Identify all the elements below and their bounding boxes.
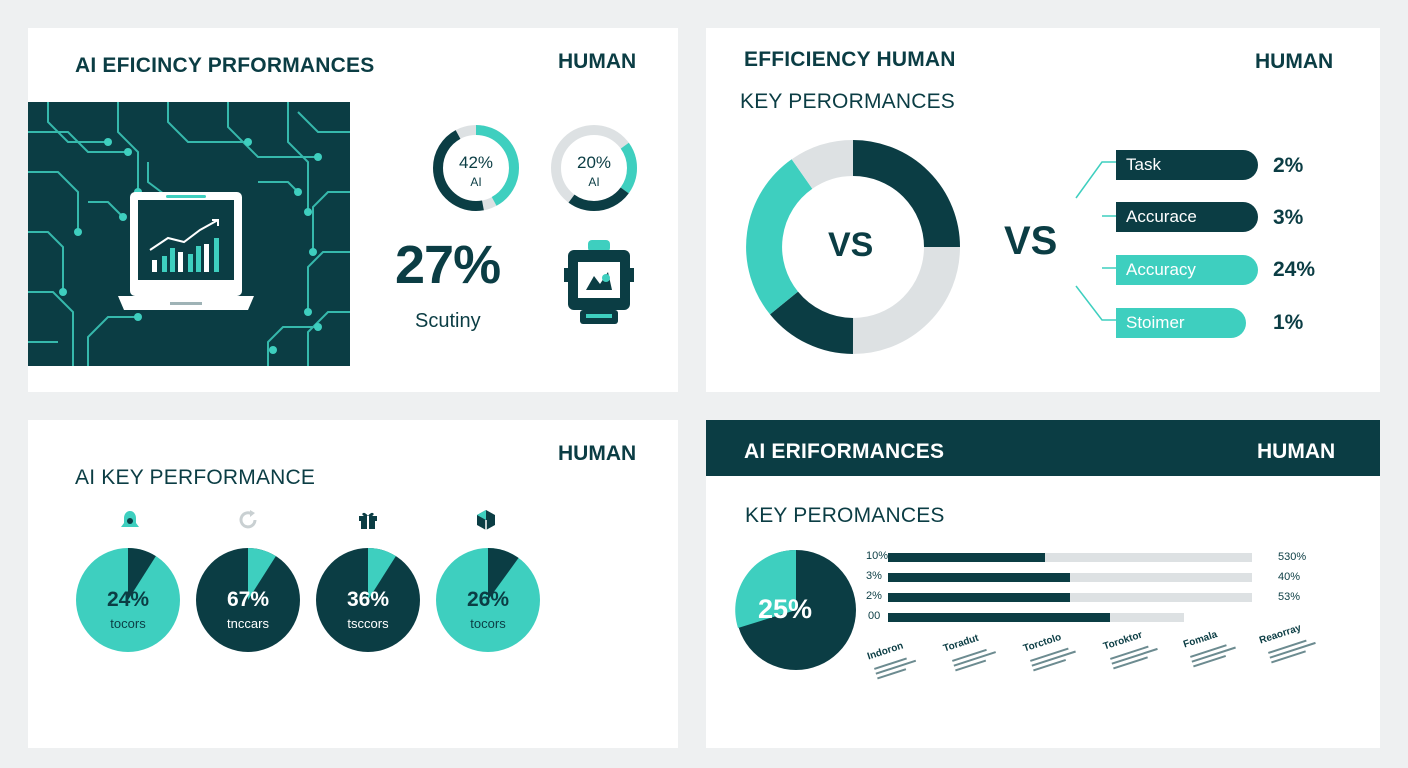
panel4-subtitle: KEY PEROMANCES <box>745 504 945 527</box>
ring-arc-42 <box>433 125 519 211</box>
circuit-board-icon <box>28 102 350 366</box>
panel4-title: AI ERIFORMANCES <box>744 440 945 463</box>
ring-chart-42 <box>433 125 519 211</box>
key-performance-pies <box>76 548 540 652</box>
ring2-percent: 20% <box>576 153 612 172</box>
donut-center-label: VS <box>828 226 874 264</box>
refresh-icon <box>239 510 257 529</box>
bar-stoimer-label: Stoimer <box>1126 313 1185 332</box>
laptop-chart-illustration <box>28 102 350 366</box>
row1-left: 10% <box>866 550 889 562</box>
row3-left: 2% <box>866 590 882 602</box>
pie-25-label: 25% <box>758 594 813 624</box>
donut-segment-dark-2 <box>770 291 854 354</box>
pie-slice-3 <box>368 548 396 600</box>
bar-accuracy-label: Accuracy <box>1126 260 1196 279</box>
gift-icon <box>359 512 377 529</box>
bar-task-value: 2% <box>1273 154 1304 177</box>
row2-track <box>888 573 1252 582</box>
panel4-header: AI ERIFORMANCES HUMAN <box>706 420 1380 476</box>
bar-task-label: Task <box>1126 155 1161 174</box>
bar-accuracy: Accuracy <box>1116 255 1258 285</box>
panel3-human-label: HUMAN <box>558 442 637 465</box>
row3-right: 53% <box>1278 591 1301 603</box>
row4-fill <box>888 613 1111 622</box>
vs-donut-chart <box>746 140 960 354</box>
ring-arc-rest-20 <box>551 125 637 211</box>
pie-slice-4 <box>488 548 519 600</box>
row1-track <box>888 553 1252 562</box>
pie-25-chart <box>735 549 856 670</box>
donut-segment-light-2 <box>791 140 854 190</box>
bell-icon <box>121 511 139 527</box>
ring1-label: AI <box>470 175 482 189</box>
donut-segment-dark-1 <box>852 140 960 248</box>
pie-slice-1 <box>128 548 156 600</box>
bar-accurace-label: Accurace <box>1126 207 1197 226</box>
bar-accuracy-value: 24% <box>1273 258 1316 281</box>
column-label-2: Toradut <box>942 632 981 655</box>
ring1-percent: 42% <box>458 153 494 172</box>
panel3-title: AI KEY PERFORMANCE <box>75 466 316 489</box>
pie3-label: tsccors <box>347 616 389 631</box>
bar-stoimer: Stoimer <box>1116 308 1246 338</box>
row2-left: 3% <box>866 570 882 582</box>
row1-fill <box>888 553 1045 562</box>
pie-25-slice <box>735 549 796 628</box>
donut-segment-teal <box>746 159 813 315</box>
ring-chart-20 <box>551 125 637 211</box>
big-stat-percent: 27% <box>395 235 501 295</box>
panel-ai-efficiency: AI EFICINCY PRFORMANCES HUMAN <box>28 28 678 392</box>
pie-slice-2 <box>248 548 276 600</box>
connector-lines <box>1075 161 1116 321</box>
ring-arc-20 <box>551 125 637 211</box>
panel-ai-eriformances: AI ERIFORMANCES HUMAN KEY PEROMANCES 25%… <box>706 420 1380 748</box>
pie4-label: tocors <box>470 616 506 631</box>
robot-icon <box>564 240 634 324</box>
bar-accurace: Accurace <box>1116 202 1258 232</box>
row3-track <box>888 593 1252 602</box>
hexagon-icon <box>477 510 495 530</box>
panel4-human-label: HUMAN <box>1257 440 1336 463</box>
pie4-percent: 26% <box>466 588 510 611</box>
ring2-label: AI <box>588 175 600 189</box>
pie1-label: tocors <box>110 616 146 631</box>
row2-fill <box>888 573 1070 582</box>
pie1-percent: 24% <box>106 588 150 611</box>
row4-left: 00 <box>868 610 881 622</box>
panel1-title: AI EFICINCY PRFORMANCES <box>75 54 375 77</box>
big-stat-label: Scutiny <box>415 310 481 332</box>
panel-efficiency-human: EFFICIENCY HUMAN KEY PERORMANCES HUMAN V… <box>706 28 1380 392</box>
row2-right: 40% <box>1278 571 1301 583</box>
row1-right: 530% <box>1278 551 1307 563</box>
panel2-human-label: HUMAN <box>1255 50 1334 73</box>
panel-ai-key-performance: HUMAN AI KEY PERFORMANCE 24% tocors 67% … <box>28 420 678 748</box>
bar-stoimer-value: 1% <box>1273 311 1304 334</box>
bar-task: Task <box>1116 150 1258 180</box>
vs-label: VS <box>1004 219 1058 263</box>
donut-segment-light-1 <box>852 246 960 354</box>
panel1-human-label: HUMAN <box>558 50 637 73</box>
panel2-subtitle: KEY PERORMANCES <box>740 90 955 113</box>
pie2-label: tnccars <box>227 616 269 631</box>
pie3-percent: 36% <box>346 588 390 611</box>
bar-accurace-value: 3% <box>1273 206 1304 229</box>
pie2-percent: 67% <box>226 588 270 611</box>
row3-fill <box>888 593 1070 602</box>
panel2-title: EFFICIENCY HUMAN <box>744 48 956 71</box>
ring-arc-rest-42 <box>433 125 519 211</box>
